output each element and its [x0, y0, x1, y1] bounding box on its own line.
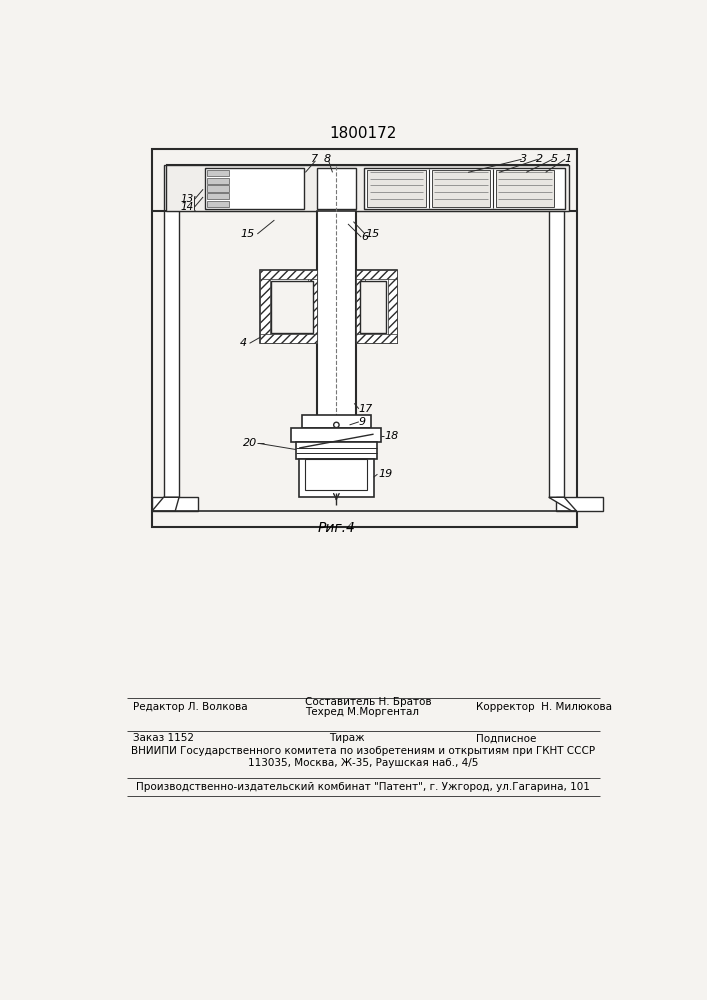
- Bar: [152, 149, 577, 527]
- Bar: [207, 178, 228, 184]
- Text: ВНИИПИ Государственного комитета по изобретениям и открытиям при ГКНТ СССР: ВНИИПИ Государственного комитета по изоб…: [131, 746, 595, 756]
- Bar: [317, 211, 356, 416]
- Polygon shape: [549, 497, 577, 511]
- Bar: [291, 428, 381, 442]
- Text: 13: 13: [180, 194, 194, 204]
- Text: Производственно-издательский комбинат "Патент", г. Ужгород, ул.Гагарина, 101: Производственно-издательский комбинат "П…: [136, 782, 590, 792]
- Text: 15: 15: [366, 229, 380, 239]
- Bar: [204, 168, 304, 209]
- Text: 6: 6: [361, 232, 368, 242]
- Bar: [305, 459, 368, 490]
- Bar: [368, 170, 426, 207]
- Bar: [496, 170, 554, 207]
- Text: 9: 9: [359, 417, 366, 427]
- Text: 19: 19: [378, 469, 392, 479]
- Bar: [356, 334, 397, 343]
- Text: 20: 20: [243, 438, 257, 448]
- Text: 4: 4: [240, 338, 247, 348]
- Text: Тираж: Тираж: [329, 733, 364, 743]
- Bar: [163, 165, 179, 497]
- Text: Составитель Н. Братов: Составитель Н. Братов: [305, 697, 432, 707]
- Text: Техред М.Моргентал: Техред М.Моргентал: [305, 707, 419, 717]
- Bar: [556, 497, 603, 511]
- Bar: [360, 281, 386, 333]
- Bar: [356, 270, 365, 343]
- Bar: [387, 270, 397, 343]
- Bar: [207, 193, 228, 199]
- Text: Подписное: Подписное: [476, 733, 536, 743]
- Bar: [152, 497, 199, 511]
- Bar: [356, 270, 397, 279]
- Bar: [260, 334, 317, 343]
- Bar: [296, 442, 377, 459]
- Text: 18: 18: [385, 431, 399, 441]
- Text: 2: 2: [537, 153, 544, 163]
- Bar: [207, 201, 228, 207]
- Bar: [260, 270, 317, 343]
- Bar: [432, 170, 490, 207]
- Text: 113035, Москва, Ж-35, Раушская наб., 4/5: 113035, Москва, Ж-35, Раушская наб., 4/5: [247, 758, 478, 768]
- Text: 17: 17: [359, 404, 373, 414]
- Bar: [271, 281, 313, 333]
- Bar: [363, 168, 565, 209]
- Bar: [356, 270, 397, 343]
- Bar: [260, 270, 317, 279]
- Bar: [207, 170, 228, 176]
- Bar: [301, 415, 371, 428]
- Polygon shape: [152, 497, 179, 511]
- Text: 1800172: 1800172: [329, 126, 397, 141]
- Circle shape: [334, 422, 339, 428]
- Bar: [207, 185, 228, 192]
- Bar: [317, 168, 356, 209]
- Text: 1: 1: [564, 153, 571, 163]
- Text: 8: 8: [324, 153, 331, 163]
- Bar: [308, 270, 317, 343]
- Text: Риг.4: Риг.4: [317, 521, 356, 535]
- Bar: [166, 165, 569, 211]
- Text: Заказ 1152: Заказ 1152: [134, 733, 194, 743]
- Text: 7: 7: [311, 153, 318, 163]
- Text: Редактор Л. Волкова: Редактор Л. Волкова: [134, 702, 248, 712]
- Text: Корректор  Н. Милюкова: Корректор Н. Милюкова: [476, 702, 612, 712]
- Bar: [549, 165, 564, 497]
- Text: 3: 3: [520, 153, 527, 163]
- Text: 5: 5: [551, 153, 558, 163]
- Bar: [299, 459, 373, 497]
- Bar: [260, 270, 270, 343]
- Text: 14: 14: [180, 202, 194, 212]
- Text: 15: 15: [241, 229, 255, 239]
